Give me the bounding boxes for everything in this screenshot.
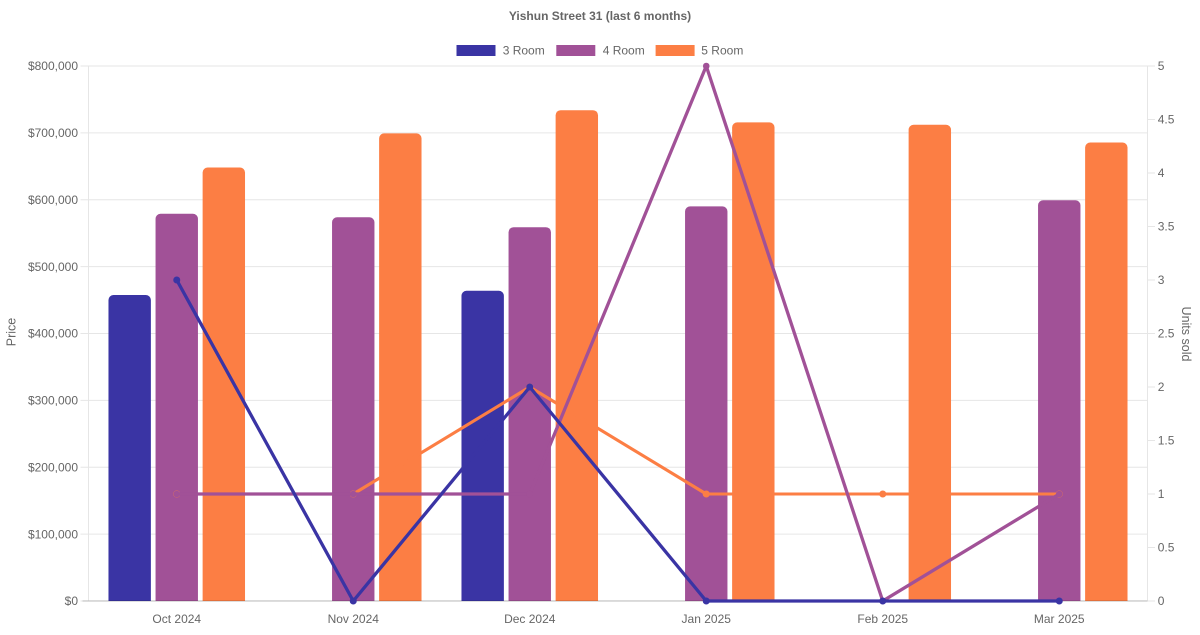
svg-text:Yishun Street 31 (last 6 month: Yishun Street 31 (last 6 months) <box>509 9 691 23</box>
svg-text:3: 3 <box>1158 273 1165 287</box>
svg-text:5: 5 <box>1158 59 1165 73</box>
svg-text:4 Room: 4 Room <box>603 44 645 58</box>
svg-text:3.5: 3.5 <box>1158 220 1175 234</box>
svg-text:5 Room: 5 Room <box>701 44 743 58</box>
svg-text:3 Room: 3 Room <box>503 44 545 58</box>
svg-text:$600,000: $600,000 <box>28 193 78 207</box>
svg-text:0.5: 0.5 <box>1158 541 1175 555</box>
svg-text:2: 2 <box>1158 380 1165 394</box>
svg-text:4.5: 4.5 <box>1158 113 1175 127</box>
svg-text:$200,000: $200,000 <box>28 460 78 474</box>
svg-text:2.5: 2.5 <box>1158 327 1175 341</box>
svg-text:$400,000: $400,000 <box>28 327 78 341</box>
svg-text:Mar 2025: Mar 2025 <box>1034 612 1085 626</box>
svg-text:Jan 2025: Jan 2025 <box>682 612 732 626</box>
svg-text:Units sold: Units sold <box>1179 307 1193 362</box>
svg-text:$300,000: $300,000 <box>28 394 78 408</box>
svg-text:Feb 2025: Feb 2025 <box>857 612 908 626</box>
svg-text:Price: Price <box>4 318 18 347</box>
svg-text:1: 1 <box>1158 487 1165 501</box>
svg-text:$700,000: $700,000 <box>28 126 78 140</box>
svg-text:$500,000: $500,000 <box>28 260 78 274</box>
svg-text:0: 0 <box>1158 594 1165 608</box>
svg-text:4: 4 <box>1158 166 1165 180</box>
svg-text:$800,000: $800,000 <box>28 59 78 73</box>
svg-text:Oct 2024: Oct 2024 <box>152 612 201 626</box>
svg-text:Nov 2024: Nov 2024 <box>328 612 380 626</box>
svg-text:Dec 2024: Dec 2024 <box>504 612 556 626</box>
svg-text:$0: $0 <box>65 594 79 608</box>
svg-text:$100,000: $100,000 <box>28 527 78 541</box>
svg-text:1.5: 1.5 <box>1158 434 1175 448</box>
